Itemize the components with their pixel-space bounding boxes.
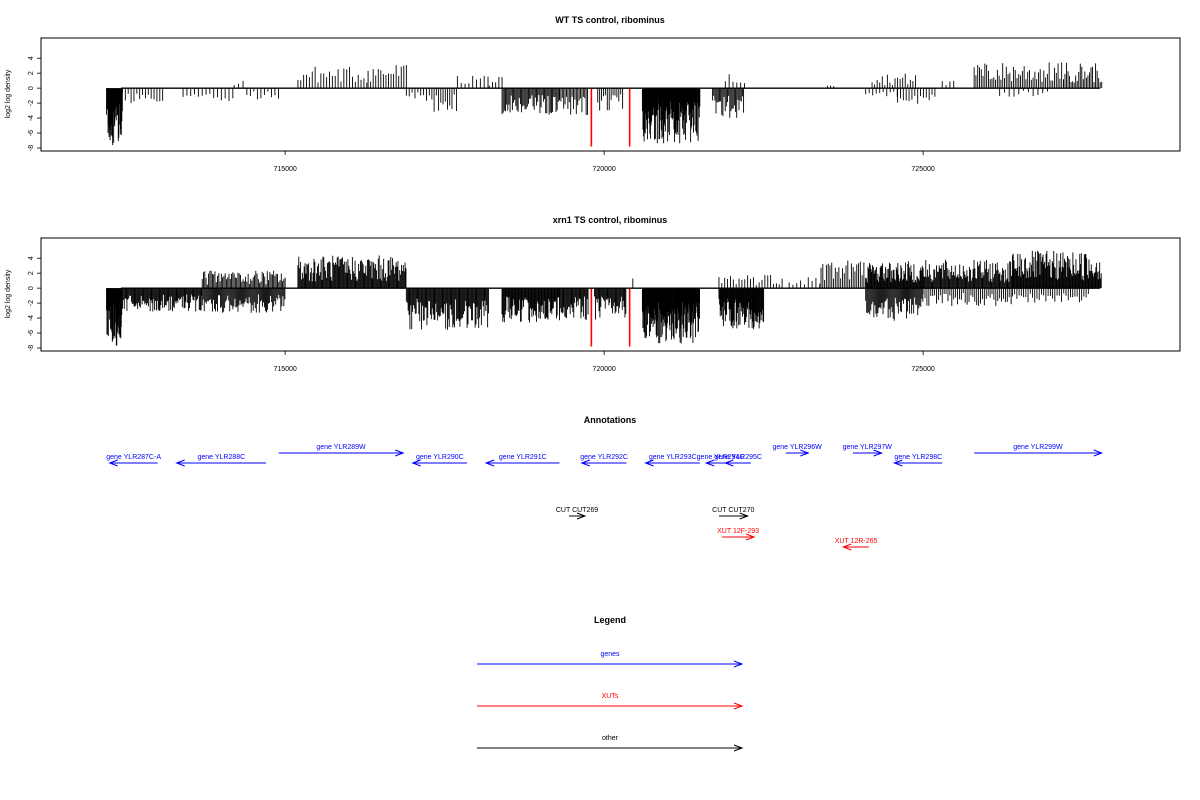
y-tick-label: -6 [28,330,35,336]
y-tick-label: 2 [28,271,35,275]
legend-item: other [477,735,744,752]
x-tick-label: 720000 [592,366,615,373]
annotation-feature: gene YLR295C [714,454,762,467]
feature-arrow-head [733,744,744,752]
legend-panel: Legend genes XUTs other [477,615,744,752]
feature-arrow-head [733,660,744,668]
track-panel-xrn1: xrn1 TS control, ribominus log2 log dens… [5,215,1181,373]
y-tick-label: 0 [28,86,35,90]
feature-arrow-head [873,449,884,457]
feature-arrow-head [892,459,903,467]
annotation-feature: gene YLR296W [772,444,822,457]
feature-arrow-head [1093,449,1104,457]
annotation-features: gene YLR287C-A gene YLR288C gene YLR289W ge… [106,444,1104,551]
feature-arrow-head [739,512,750,520]
annotation-label: gene YLR297W [843,444,893,451]
feature-arrow-head [394,449,405,457]
legend-label: genes [600,651,620,658]
annotation-label: gene YLR290C [416,454,464,461]
feature-arrow-head [841,543,852,551]
annotation-feature: gene YLR287C-A [106,454,161,467]
annotation-label: gene YLR289W [316,444,366,451]
legend-label: other [602,735,619,742]
y-axis-label-wt: log2 log density [5,69,12,118]
annotation-feature: gene YLR299W [974,444,1104,457]
feature-arrow-head [800,449,810,457]
annotation-label: gene YLR294C [697,454,745,461]
annotation-label: gene YLR287C-A [106,454,161,461]
annotation-label: gene YLR288C [197,454,245,461]
feature-arrow-head [108,459,118,467]
annotation-label: gene YLR293C [649,454,697,461]
annotation-feature: gene YLR289W [278,444,405,457]
x-axis-xrn1: 715000 720000 725000 [273,351,935,373]
annotation-feature: CUT CUT269 [556,507,598,520]
annotation-label: gene YLR299W [1013,444,1063,451]
annotation-label: gene YLR292C [580,454,628,461]
annotation-feature: gene YLR288C [175,454,267,467]
legend-label: XUTs [602,693,619,700]
feature-arrow-head [723,459,734,467]
x-axis-wt: 715000 720000 725000 [273,151,935,173]
y-tick-label: 2 [28,71,35,75]
y-tick-label: 0 [28,286,35,290]
y-axis-xrn1: -8 -6 -4 -2 0 2 4 [28,256,42,351]
x-tick-label: 725000 [911,366,934,373]
x-tick-label: 715000 [273,166,296,173]
x-tick-label: 720000 [592,166,615,173]
bar-series-wt [106,62,1103,147]
annotation-feature: gene YLR298C [892,454,943,467]
feature-arrow-head [704,459,715,467]
feature-arrow-head [580,459,590,467]
annotations-panel: Annotations gene YLR287C-A gene YLR288Cge… [106,415,1104,551]
feature-arrow-head [484,459,495,467]
y-tick-label: -8 [28,145,35,151]
annotation-label: CUT CUT270 [712,507,754,514]
annotation-label: gene YLR296W [772,444,822,451]
y-axis-label-xrn1: log2 log density [5,269,12,318]
legend-title: Legend [594,615,626,625]
annotation-label: gene YLR298C [894,454,942,461]
y-tick-label: -4 [28,115,35,121]
feature-arrow-head [576,512,587,520]
legend-items: genes XUTs other [477,651,744,752]
y-tick-label: 4 [28,256,35,260]
feature-arrow-head [175,459,185,467]
y-tick-label: -2 [28,300,35,306]
y-tick-label: -4 [28,315,35,321]
legend-item: genes [477,651,744,668]
feature-arrow-head [745,533,756,541]
feature-arrow-head [733,702,744,710]
legend-item: XUTs [477,693,744,710]
annotations-title: Annotations [584,415,637,425]
annotation-feature: gene YLR297W [843,444,893,457]
panel-title-xrn1: xrn1 TS control, ribominus [553,215,668,225]
x-tick-label: 715000 [273,366,296,373]
annotation-label: gene YLR295C [714,454,762,461]
annotation-feature: gene YLR292C [580,454,628,467]
annotation-label: gene YLR291C [499,454,547,461]
annotation-feature: CUT CUT270 [712,507,755,520]
feature-arrow-head [411,459,421,467]
y-tick-label: -8 [28,345,35,351]
panel-title-wt: WT TS control, ribominus [555,15,665,25]
bar-series-xrn1 [106,250,1102,347]
feature-arrow-head [644,459,654,467]
annotation-feature: gene YLR290C [411,454,467,467]
annotation-feature: gene YLR293C [644,454,700,467]
track-panel-wt: WT TS control, ribominus log2 log densit… [5,15,1181,173]
y-tick-label: 4 [28,56,35,60]
x-tick-label: 725000 [911,166,934,173]
annotation-label: XUT 12F-293 [717,528,759,535]
annotation-label: CUT CUT269 [556,507,598,514]
y-tick-label: -6 [28,130,35,136]
annotation-feature: XUT 12R-265 [835,538,878,551]
annotation-feature: XUT 12F-293 [717,528,759,541]
y-axis-wt: -8 -6 -4 -2 0 2 4 [28,56,42,151]
y-tick-label: -2 [28,100,35,106]
annotation-feature: gene YLR291C [484,454,560,467]
annotation-label: XUT 12R-265 [835,538,878,545]
